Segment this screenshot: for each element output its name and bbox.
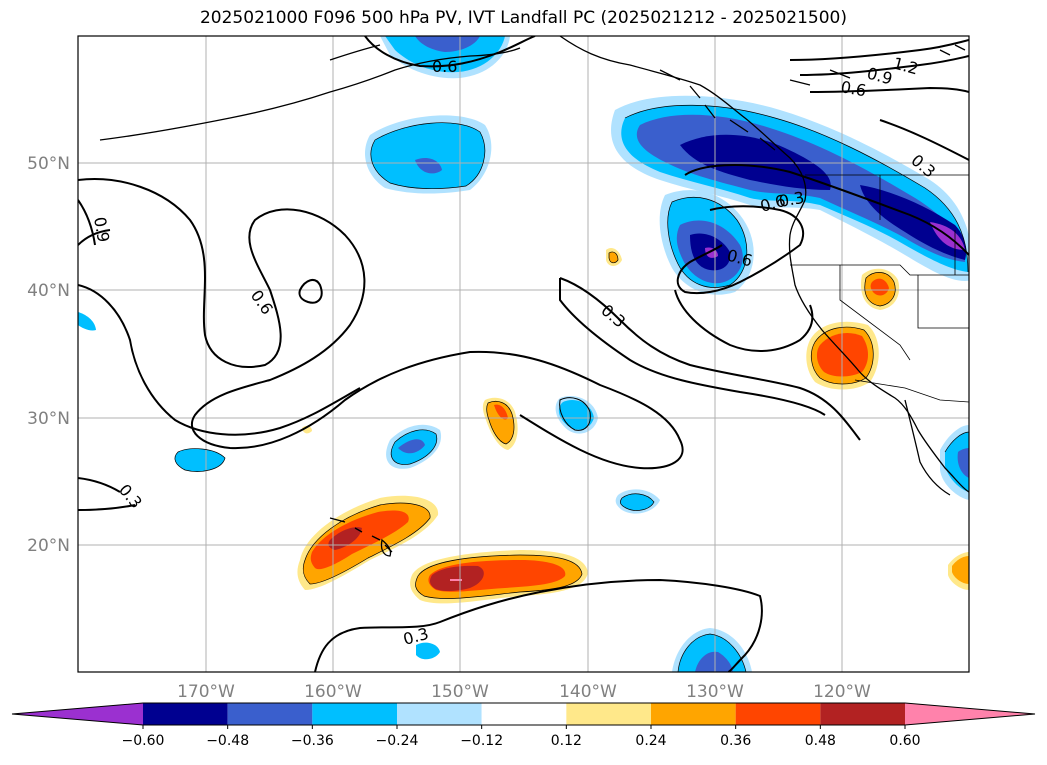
map-plot-area: 0.6 1.2 0.9 0.6 0.3 0.9 0.6 0.6 0.3 0.3 … <box>78 36 969 672</box>
lat-label: 20°N <box>27 536 70 556</box>
contour-label: 0.6 <box>432 57 457 76</box>
lat-label: 30°N <box>27 409 70 429</box>
contour-label: 0.3 <box>597 301 629 332</box>
colorbar-tick-label: 0.60 <box>889 733 920 749</box>
colorbar-tick-label: 0.36 <box>720 733 751 749</box>
colorbar-tick-label: −0.60 <box>122 733 165 749</box>
colorbar-extend-min <box>12 703 143 725</box>
contour-label: 0.9 <box>865 64 895 89</box>
colorbar-segment <box>566 703 651 725</box>
map-title: 2025021000 F096 500 hPa PV, IVT Landfall… <box>199 8 847 28</box>
colorbar: −0.60 −0.48 −0.36 −0.24 −0.12 0.12 0.24 0.36 0.4… <box>11 702 1036 749</box>
pv-contours <box>78 36 969 672</box>
lon-label: 160°W <box>304 682 362 702</box>
colorbar-tick-label: 0.48 <box>805 733 836 749</box>
contour-label: 0.6 <box>839 77 867 100</box>
contour-label: 0.6 <box>247 286 277 318</box>
colorbar-segment <box>312 703 397 725</box>
colorbar-tick-label: −0.24 <box>376 733 419 749</box>
lon-label: 150°W <box>431 682 489 702</box>
contour-label: 1.2 <box>891 54 921 79</box>
graticule <box>78 36 969 672</box>
colorbar-tick-label: −0.12 <box>460 733 503 749</box>
colorbar-tick-label: −0.36 <box>291 733 334 749</box>
colorbar-segment <box>735 703 821 725</box>
colorbar-tick-label: 0.24 <box>635 733 666 749</box>
plot-frame <box>77 35 970 673</box>
lon-label: 120°W <box>813 682 871 702</box>
colorbar-segment <box>143 703 228 725</box>
pv-positive-anomalies <box>297 248 969 604</box>
colorbar-segment <box>651 703 736 725</box>
contour-label: 0.3 <box>777 188 805 211</box>
colorbar-segment <box>820 703 905 725</box>
lon-axis-labels: 170°W 160°W 150°W 140°W 130°W 120°W <box>177 682 871 702</box>
lon-label: 170°W <box>177 682 235 702</box>
colorbar-segment <box>481 703 567 725</box>
borders <box>790 174 969 403</box>
colorbar-extend-max <box>905 703 1035 725</box>
lon-label: 140°W <box>559 682 617 702</box>
colorbar-segment <box>397 703 482 725</box>
coastlines <box>99 36 969 557</box>
lon-label: 130°W <box>686 682 744 702</box>
colorbar-tick-label: −0.48 <box>206 733 249 749</box>
lat-label: 40°N <box>27 281 70 301</box>
colorbar-segment <box>227 703 313 725</box>
lat-label: 50°N <box>27 154 70 174</box>
contour-label: 0.9 <box>90 215 113 243</box>
shade-outlines <box>174 104 969 672</box>
lat-axis-labels: 50°N 40°N 30°N 20°N <box>27 154 70 556</box>
colorbar-tick-label: 0.12 <box>551 733 582 749</box>
